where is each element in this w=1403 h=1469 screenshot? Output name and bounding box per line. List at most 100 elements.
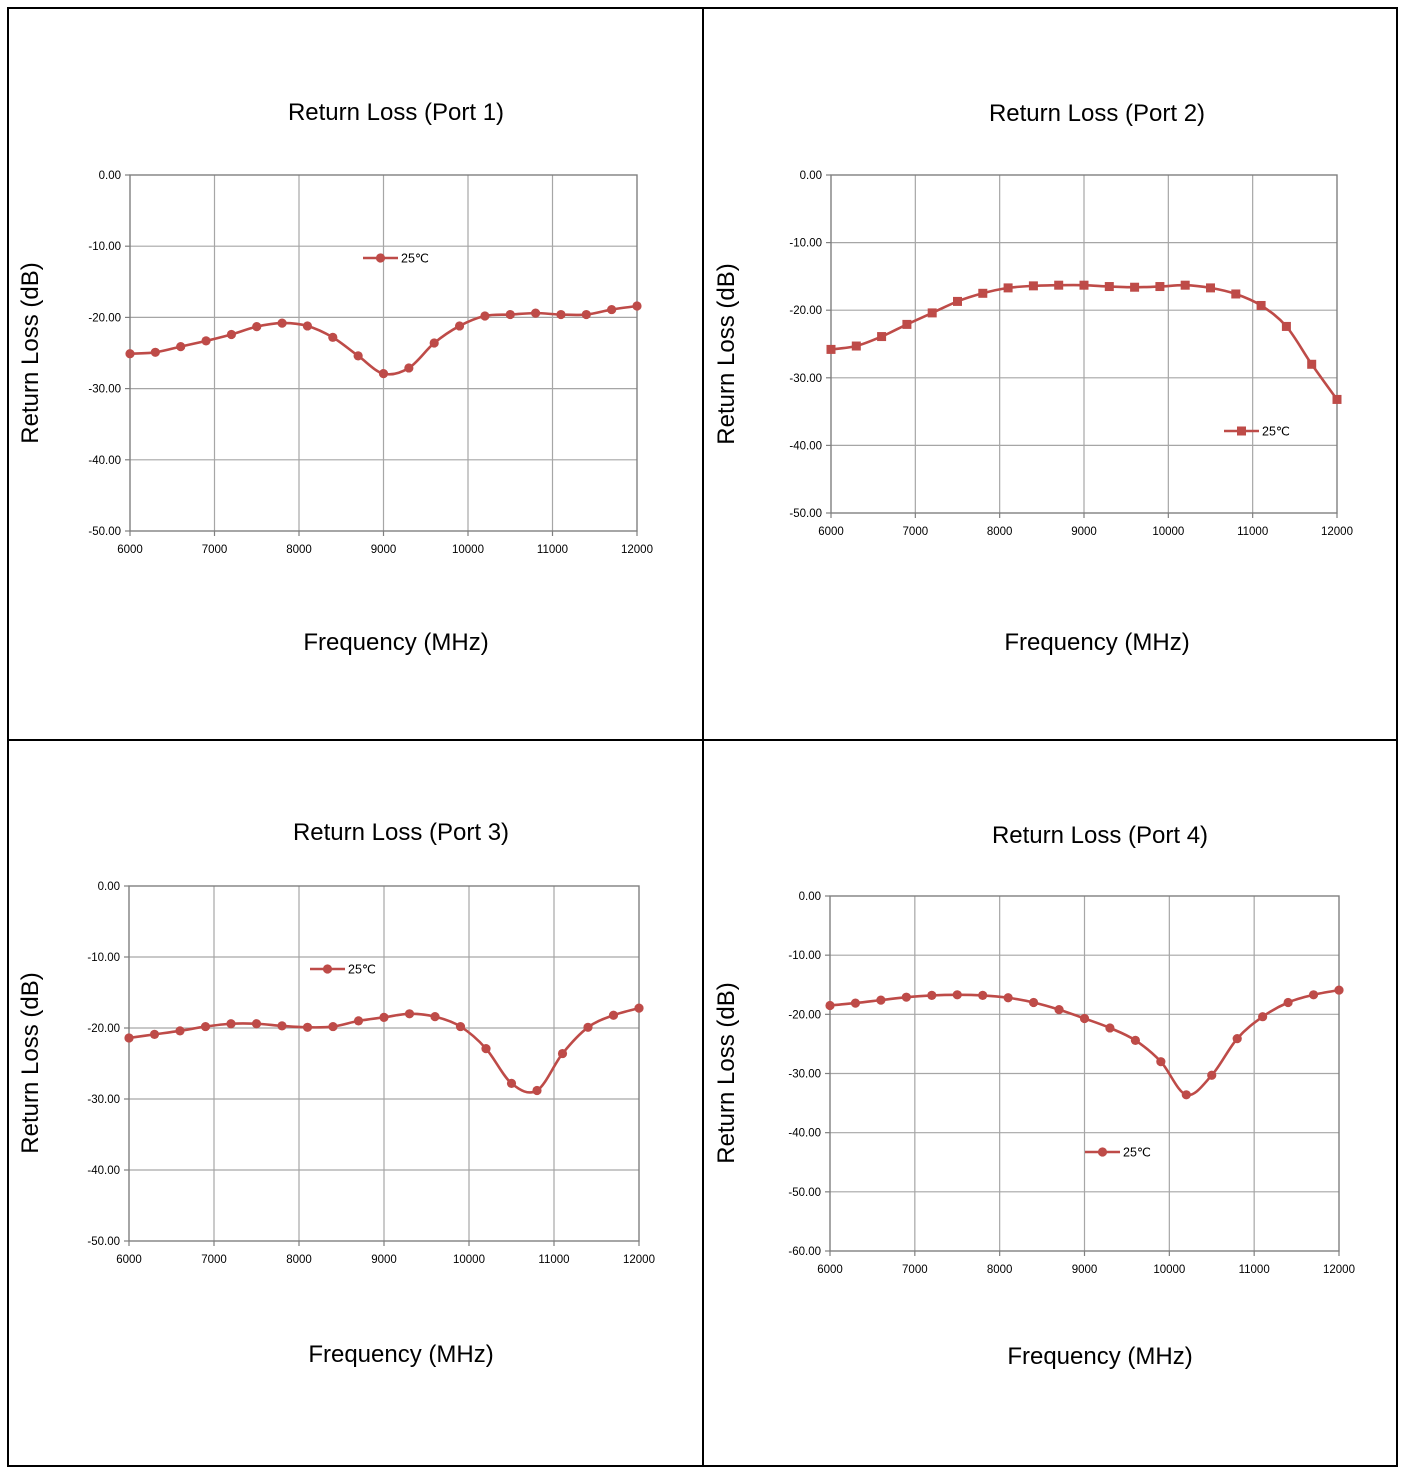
data-point [532, 1085, 542, 1096]
data-point [124, 1033, 134, 1043]
y-tick-label: 0.00 [99, 170, 121, 182]
x-axis-label: Frequency (MHz) [308, 1341, 493, 1368]
data-point [1079, 1013, 1090, 1024]
y-tick-label: -20.00 [88, 312, 121, 324]
x-tick-label: 10000 [1153, 1264, 1185, 1276]
y-tick-label: -50.00 [789, 508, 822, 520]
chart-title: Return Loss (Port 2) [989, 100, 1205, 127]
data-point [481, 1043, 491, 1054]
data-point [581, 309, 591, 320]
data-point [1054, 280, 1064, 290]
data-point [1307, 359, 1317, 369]
data-point [1258, 1012, 1268, 1022]
chart-title: Return Loss (Port 3) [293, 819, 509, 846]
data-point [430, 1012, 440, 1022]
x-tick-label: 9000 [371, 1254, 397, 1266]
data-point [379, 1012, 389, 1022]
data-point [1003, 993, 1013, 1003]
data-point [634, 1003, 644, 1013]
data-point [226, 1019, 236, 1029]
data-point [877, 332, 887, 342]
legend-label: 25℃ [1262, 425, 1290, 439]
x-tick-label: 7000 [903, 526, 929, 538]
y-tick-label: -10.00 [788, 950, 821, 962]
y-tick-label: -20.00 [788, 1009, 821, 1021]
data-point [378, 369, 389, 379]
x-tick-label: 11000 [1237, 526, 1268, 538]
data-point [1028, 281, 1038, 291]
y-axis-label: Return Loss (dB) [17, 972, 44, 1153]
data-point [850, 998, 861, 1008]
data-point [277, 1021, 287, 1031]
data-point [429, 338, 439, 348]
y-tick-label: -40.00 [789, 440, 822, 452]
data-point [1181, 1090, 1191, 1100]
y-tick-label: -30.00 [789, 373, 822, 385]
x-axis-label: Frequency (MHz) [1007, 1343, 1192, 1370]
data-point [404, 363, 414, 373]
data-point [876, 995, 886, 1005]
chart-panel-4: Return Loss (Port 4) 0.00 -10.00 -20.00 -30.… [704, 741, 1396, 1465]
data-point [851, 341, 861, 351]
data-point [201, 336, 211, 346]
chart-svg-3: Return Loss (Port 3) 0.00 -10.00 -20.00 -30.… [17, 819, 655, 1368]
y-tick-label: -50.00 [788, 1187, 821, 1199]
chart-title: Return Loss (Port 4) [992, 822, 1208, 849]
data-point [531, 308, 541, 318]
data-point [826, 344, 836, 354]
data-point [175, 1026, 185, 1036]
y-axis-label: Return Loss (dB) [17, 262, 44, 443]
data-point [952, 990, 962, 1000]
data-point [927, 308, 937, 318]
x-tick-label: 12000 [1321, 526, 1353, 538]
chart-panel-1: Return Loss (Port 1) 0.00 -10.00 -20.00 -30.… [9, 9, 702, 739]
x-tick-label: 10000 [453, 1254, 485, 1266]
data-point [1231, 289, 1241, 299]
x-tick-label: 9000 [371, 544, 397, 556]
data-point [978, 990, 988, 1001]
x-tick-label: 9000 [1072, 1264, 1098, 1276]
chart-svg-1: Return Loss (Port 1) 0.00 -10.00 -20.00 -30.… [17, 99, 653, 656]
y-tick-label: -60.00 [788, 1246, 821, 1258]
data-point [125, 349, 135, 359]
legend-marker [1097, 1147, 1108, 1157]
x-tick-label: 12000 [623, 1254, 655, 1266]
data-point [277, 318, 287, 328]
data-point [1281, 321, 1291, 331]
data-point [978, 288, 988, 298]
data-point [953, 296, 962, 306]
data-point [302, 1022, 313, 1032]
data-point [506, 1078, 517, 1088]
data-point [1207, 1070, 1217, 1080]
table-border-middle-vertical [702, 7, 704, 1467]
chart-panel-3: Return Loss (Port 3) 0.00 -10.00 -20.00 -30.… [9, 741, 702, 1465]
data-point [149, 1029, 160, 1039]
x-tick-label: 8000 [286, 544, 312, 556]
x-axis-label: Frequency (MHz) [303, 629, 488, 656]
data-point [1155, 282, 1165, 292]
y-tick-label: -40.00 [88, 455, 121, 467]
x-tick-label: 11000 [1239, 1264, 1270, 1276]
data-point [328, 1021, 338, 1032]
x-tick-label: 9000 [1071, 526, 1097, 538]
data-point [404, 1009, 415, 1019]
data-point [927, 990, 937, 1001]
y-axis-label: Return Loss (dB) [713, 263, 740, 444]
data-point [251, 1019, 262, 1029]
data-point [825, 1000, 835, 1011]
x-tick-label: 6000 [117, 544, 143, 556]
data-point [1283, 997, 1293, 1008]
data-point [901, 992, 911, 1002]
legend-marker [322, 964, 333, 974]
y-tick-label: -10.00 [87, 952, 120, 964]
data-point [226, 329, 236, 340]
data-point [556, 309, 566, 320]
y-tick-label: -20.00 [789, 305, 822, 317]
data-point [607, 304, 617, 315]
table-border-middle-horizontal [7, 739, 1397, 741]
x-tick-label: 12000 [1323, 1264, 1355, 1276]
data-point [1029, 997, 1039, 1008]
data-point [1156, 1057, 1166, 1067]
data-point [302, 321, 313, 331]
